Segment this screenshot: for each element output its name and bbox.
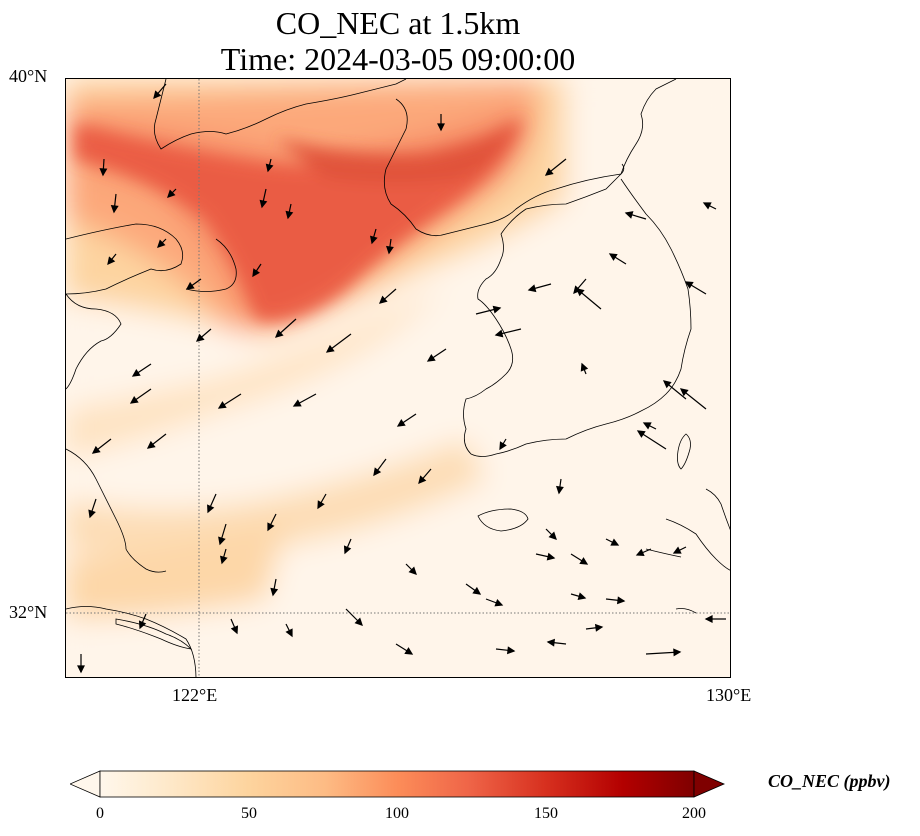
wind-arrow-head	[418, 475, 427, 485]
wind-arrow-head	[369, 235, 378, 245]
wind-arrow-head	[580, 362, 589, 372]
wind-arrow-head	[684, 281, 694, 289]
wind-arrow-head	[88, 509, 96, 519]
chart-subtitle: Time: 2024-03-05 09:00:00	[220, 41, 576, 77]
wind-arrow-head	[548, 531, 557, 540]
wind-arrow-head	[230, 625, 239, 635]
colorbar-gradient	[99, 770, 695, 798]
wind-arrow-head	[408, 566, 417, 575]
wind-arrow-head	[610, 538, 620, 546]
wind-arrow-head	[153, 90, 162, 100]
wind-arrow-head	[527, 284, 537, 293]
wind-arrow-head	[437, 123, 445, 132]
wind-arrow-head	[91, 445, 101, 454]
colorbar-tick-150: 150	[534, 805, 558, 822]
wind-arrow-head	[579, 557, 589, 565]
wind-arrow-head	[167, 189, 176, 198]
wind-arrow-head	[608, 253, 618, 261]
colorbar-label: CO_NEC (ppbv)	[768, 771, 891, 791]
colorbar-tick-100: 100	[385, 805, 409, 822]
wind-arrow-head	[386, 245, 394, 255]
wind-arrow-head	[317, 500, 325, 510]
colorbar-tick-200: 200	[682, 805, 706, 822]
wind-arrow-head	[267, 522, 275, 532]
colorbar-tick-50: 50	[241, 805, 257, 822]
wind-arrow-head	[265, 163, 274, 173]
wind-arrow-head	[679, 388, 689, 397]
wind-arrow-head	[99, 168, 108, 177]
wind-arrow-head	[573, 285, 582, 295]
wind-arrow-head	[404, 647, 414, 655]
concentration-core	[76, 114, 526, 321]
lat-tick-32n: 32°N	[9, 602, 48, 622]
wind-arrow-head	[396, 419, 406, 427]
wind-arrow-head	[217, 401, 227, 409]
wind-arrow-head	[704, 615, 713, 623]
colorbar-tick-0: 0	[96, 805, 104, 822]
wind-arrow-head	[275, 329, 284, 338]
wind-arrow-head	[494, 598, 504, 607]
wind-arrow-head	[556, 485, 564, 495]
chart-title: CO_NEC at 1.5km	[275, 5, 521, 41]
wind-arrow-head	[259, 199, 268, 209]
wind-arrow-head	[642, 422, 652, 430]
wind-arrow-head	[285, 210, 294, 220]
wind-arrow-head	[107, 256, 116, 266]
lat-tick-40n: 40°N	[9, 66, 48, 86]
wind-arrow-head	[499, 441, 507, 451]
map-panel	[65, 78, 731, 678]
colorbar-max-extend	[693, 770, 726, 798]
wind-arrow-head	[285, 628, 293, 638]
wind-arrow-head	[195, 333, 205, 342]
wind-arrow-head	[472, 586, 482, 595]
wind-arrow-head	[138, 620, 147, 630]
wind-arrow-head	[378, 295, 388, 304]
wind-arrow-head	[426, 354, 436, 362]
coastlines	[66, 79, 730, 677]
wind-arrow-head	[185, 281, 195, 290]
lon-tick-130e: 130°E	[706, 685, 752, 705]
wind-arrow-head	[131, 369, 141, 377]
wind-arrow-head	[292, 399, 302, 407]
wind-arrow-head	[673, 648, 682, 657]
gridlines	[66, 79, 730, 677]
wind-vectors	[77, 83, 726, 674]
wind-arrow-head	[702, 202, 712, 210]
wind-arrow-head	[662, 380, 672, 389]
wind-arrow-head	[252, 268, 260, 278]
wind-arrow-head	[494, 329, 504, 338]
wind-arrow-head	[617, 596, 626, 605]
wind-arrow-head	[507, 646, 516, 655]
wind-arrow-head	[77, 665, 85, 674]
map-canvas	[66, 79, 730, 677]
wind-arrow-head	[157, 239, 166, 248]
wind-arrow-head	[577, 592, 587, 601]
wind-arrow-head	[219, 555, 228, 565]
wind-arrow-head	[110, 205, 119, 214]
wind-arrow-head	[546, 552, 556, 561]
wind-arrow-head	[129, 395, 139, 404]
wind-arrow-head	[207, 504, 215, 514]
wind-arrow-head	[343, 545, 352, 555]
colorbar	[70, 770, 726, 798]
wind-arrow-head	[546, 638, 555, 647]
wind-arrow-head	[672, 546, 682, 554]
wind-arrow-head	[636, 430, 646, 438]
wind-arrow-head	[492, 305, 502, 314]
wind-arrow-head	[325, 344, 335, 353]
wind-arrow-head	[146, 440, 156, 449]
wind-arrow-head	[624, 211, 634, 219]
colorbar-min-extend	[70, 770, 101, 798]
wind-arrow-head	[373, 467, 382, 477]
wind-arrow-head	[354, 617, 363, 626]
wind-arrow-head	[218, 536, 226, 546]
wind-arrow-head	[544, 167, 554, 176]
wind-arrow-head	[594, 623, 604, 632]
wind-arrow-head	[635, 548, 645, 557]
wind-arrow-head	[270, 587, 279, 597]
lon-tick-122e: 122°E	[172, 685, 218, 705]
